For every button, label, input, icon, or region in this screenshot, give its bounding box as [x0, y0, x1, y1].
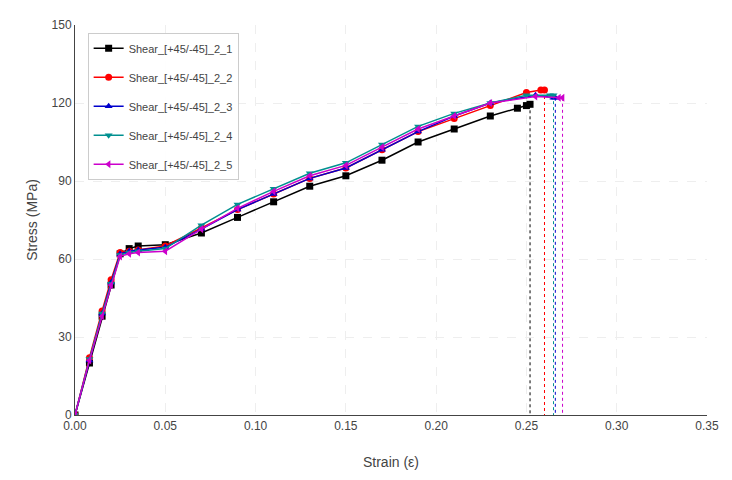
svg-text:Strain (ε): Strain (ε) [363, 454, 419, 470]
svg-text:60: 60 [58, 252, 72, 266]
svg-text:150: 150 [52, 18, 72, 32]
svg-text:Stress (MPa): Stress (MPa) [24, 179, 40, 261]
svg-text:120: 120 [52, 96, 72, 110]
svg-text:0.35: 0.35 [695, 419, 719, 433]
svg-text:0.10: 0.10 [244, 419, 268, 433]
svg-text:30: 30 [58, 330, 72, 344]
svg-text:0.00: 0.00 [63, 419, 87, 433]
svg-text:0.30: 0.30 [605, 419, 629, 433]
svg-text:90: 90 [58, 174, 72, 188]
svg-text:0.20: 0.20 [424, 419, 448, 433]
svg-text:0.15: 0.15 [334, 419, 358, 433]
svg-text:0.05: 0.05 [154, 419, 178, 433]
svg-text:Shear_[+45/-45]_2_1: Shear_[+45/-45]_2_1 [129, 43, 233, 55]
svg-text:Shear_[+45/-45]_2_5: Shear_[+45/-45]_2_5 [129, 159, 233, 171]
svg-text:Shear_[+45/-45]_2_3: Shear_[+45/-45]_2_3 [129, 101, 233, 113]
svg-text:0: 0 [65, 408, 72, 422]
svg-text:Shear_[+45/-45]_2_4: Shear_[+45/-45]_2_4 [129, 130, 233, 142]
svg-text:0.25: 0.25 [515, 419, 539, 433]
svg-text:Shear_[+45/-45]_2_2: Shear_[+45/-45]_2_2 [129, 72, 233, 84]
